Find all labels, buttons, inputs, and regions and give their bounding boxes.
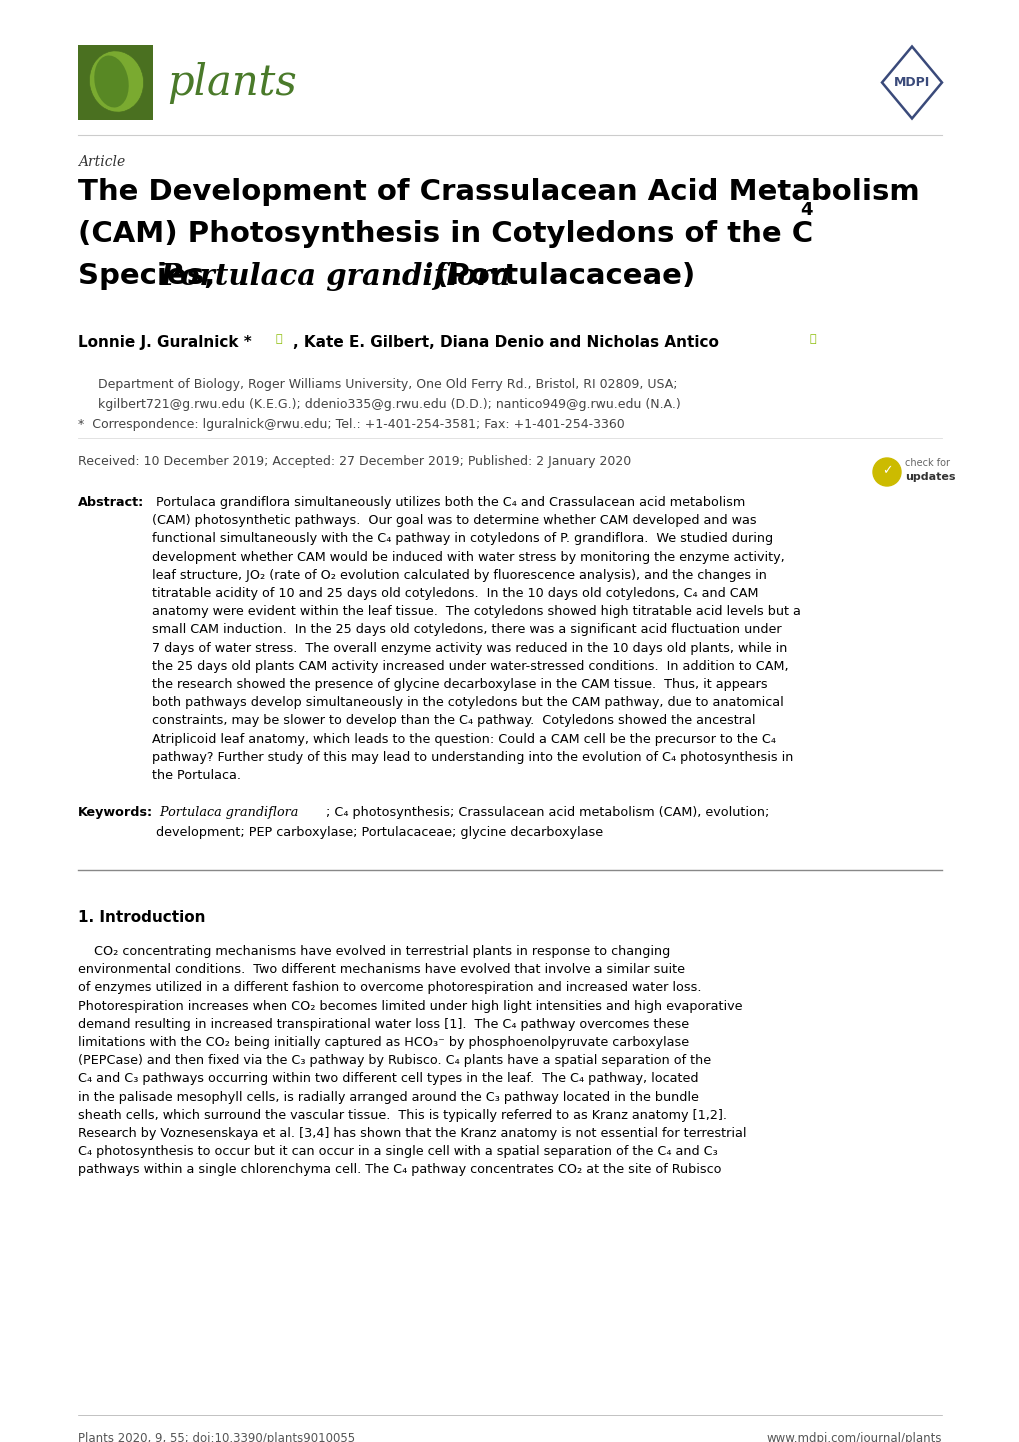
Ellipse shape <box>94 55 128 108</box>
Text: Species,: Species, <box>77 262 225 290</box>
Text: The Development of Crassulacean Acid Metabolism: The Development of Crassulacean Acid Met… <box>77 177 919 206</box>
Text: Portulaca grandiflora: Portulaca grandiflora <box>160 262 512 291</box>
Text: , Kate E. Gilbert, Diana Denio and Nicholas Antico: , Kate E. Gilbert, Diana Denio and Nicho… <box>292 335 718 350</box>
Text: www.mdpi.com/journal/plants: www.mdpi.com/journal/plants <box>765 1432 942 1442</box>
Text: MDPI: MDPI <box>893 76 929 89</box>
Text: ⓘ: ⓘ <box>276 335 282 345</box>
Text: Article: Article <box>77 154 125 169</box>
Text: (CAM) Photosynthesis in Cotyledons of the C: (CAM) Photosynthesis in Cotyledons of th… <box>77 221 812 248</box>
Text: ; C₄ photosynthesis; Crassulacean acid metabolism (CAM), evolution;: ; C₄ photosynthesis; Crassulacean acid m… <box>326 806 768 819</box>
Text: 4: 4 <box>799 200 812 219</box>
Text: Received: 10 December 2019; Accepted: 27 December 2019; Published: 2 January 202: Received: 10 December 2019; Accepted: 27… <box>77 456 631 469</box>
Text: development; PEP carboxylase; Portulacaceae; glycine decarboxylase: development; PEP carboxylase; Portulacac… <box>156 826 602 839</box>
Text: check for: check for <box>904 459 949 469</box>
Text: Portulaca grandiflora: Portulaca grandiflora <box>156 806 299 819</box>
Text: ✓: ✓ <box>880 464 892 477</box>
Ellipse shape <box>90 50 144 112</box>
Text: kgilbert721@g.rwu.edu (K.E.G.); ddenio335@g.rwu.edu (D.D.); nantico949@g.rwu.edu: kgilbert721@g.rwu.edu (K.E.G.); ddenio33… <box>98 398 680 411</box>
Text: Plants 2020, 9, 55; doi:10.3390/plants9010055: Plants 2020, 9, 55; doi:10.3390/plants90… <box>77 1432 355 1442</box>
Text: *  Correspondence: lguralnick@rwu.edu; Tel.: +1-401-254-3581; Fax: +1-401-254-33: * Correspondence: lguralnick@rwu.edu; Te… <box>77 418 625 431</box>
Text: Abstract:: Abstract: <box>77 496 144 509</box>
Text: CO₂ concentrating mechanisms have evolved in terrestrial plants in response to c: CO₂ concentrating mechanisms have evolve… <box>77 945 746 1177</box>
Text: plants: plants <box>167 62 297 104</box>
Text: Portulaca grandiflora simultaneously utilizes both the C₄ and Crassulacean acid : Portulaca grandiflora simultaneously uti… <box>152 496 800 782</box>
Text: ⓘ: ⓘ <box>809 335 816 345</box>
Text: updates: updates <box>904 472 955 482</box>
Text: 1. Introduction: 1. Introduction <box>77 910 205 924</box>
Text: Keywords:: Keywords: <box>77 806 153 819</box>
Text: Lonnie J. Guralnick *: Lonnie J. Guralnick * <box>77 335 252 350</box>
FancyBboxPatch shape <box>77 45 153 120</box>
Circle shape <box>872 459 900 486</box>
Text: (Portulacaceae): (Portulacaceae) <box>425 262 695 290</box>
Text: Department of Biology, Roger Williams University, One Old Ferry Rd., Bristol, RI: Department of Biology, Roger Williams Un… <box>98 378 677 391</box>
